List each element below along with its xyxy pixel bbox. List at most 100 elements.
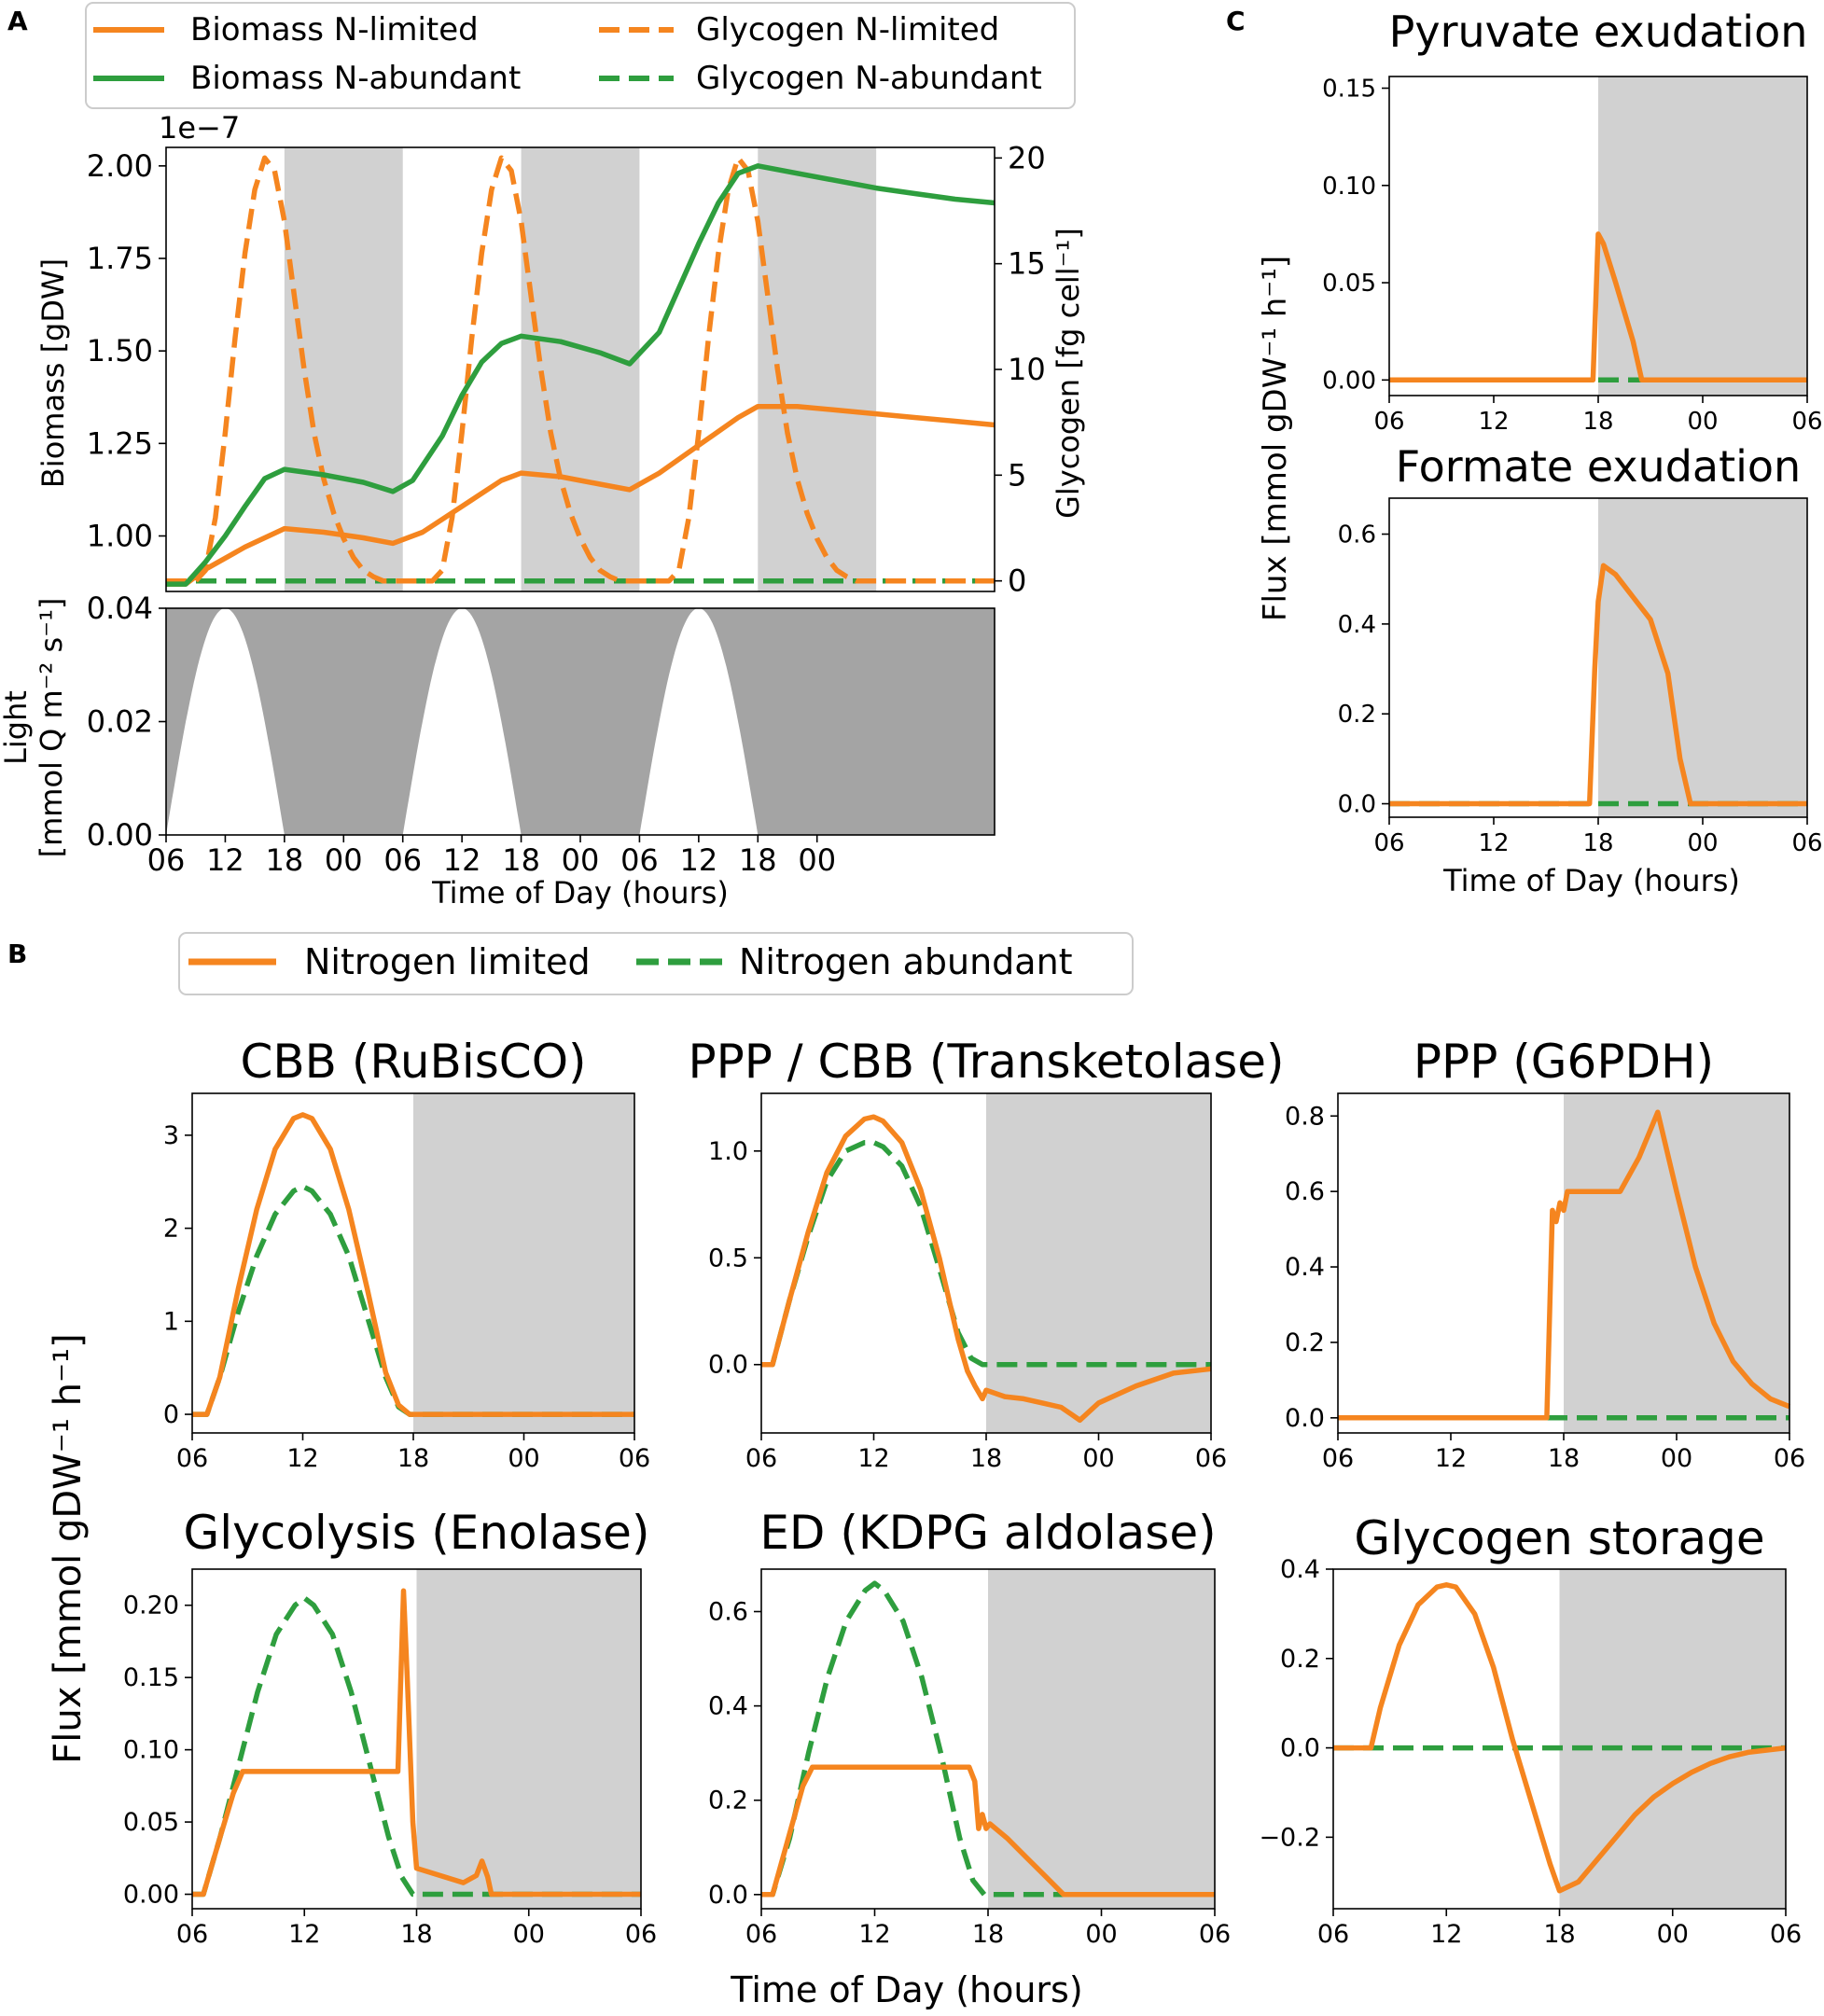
chart-pyruvate-exudation: 0.00 0.05 0.10 0.15 06 12 18 00 06 Pyruvate exuda… [1322,7,1822,436]
light-xtick-label: 12 [443,842,481,878]
light-xtick-label: 18 [265,842,303,878]
b_kdpg-ytick-label: 0.2 [708,1787,748,1815]
b_enolase-xtick-label: 18 [400,1920,432,1949]
legend-label-nitrogen-limited: Nitrogen limited [304,941,591,982]
light-xtick-label: 00 [798,842,836,878]
c_pyruvate-ytick-label: 0.15 [1322,76,1376,104]
panel-a-ytick-right-label: 15 [1008,246,1046,282]
b_enolase-series-nitrogen-limited [192,1588,641,1898]
b_enolase-ytick-label: 0.20 [123,1592,179,1620]
b_g6pdh-title: PPP (G6PDH) [1413,1035,1714,1089]
b_glycogen-ytick-label: 0.0 [1280,1734,1320,1763]
panel-a-light-chart: 0.00 0.02 0.04 06 12 18 00 06 12 18 00 06 12 18 00 [87,591,996,878]
b_glycogen-ytick-label: −0.2 [1259,1823,1320,1852]
chart-glycogen-storage: −0.2 0.0 0.2 0.4 06 12 18 00 06 Glycogen storage [1259,1511,1802,1949]
b_glycogen-title: Glycogen storage [1354,1511,1764,1565]
c_pyruvate-series-nitrogen-limited [1389,231,1807,383]
c_formate-xtick-label: 00 [1687,829,1718,857]
c_pyruvate-xtick-label: 18 [1582,408,1613,436]
panel-a-ylabel-right: Glycogen [fg cell⁻¹] [1051,228,1086,519]
c_formate-xtick-label: 06 [1791,829,1822,857]
b_g6pdh-series-nitrogen-limited [1338,1109,1791,1421]
legend-label-glycogen-limited: Glycogen N-limited [696,11,999,49]
b_enolase-xtick-label: 00 [513,1920,545,1949]
b_cbb-series-nitrogen-limited [192,1112,634,1417]
b_tkt-xtick-label: 12 [857,1444,889,1473]
c_formate-dark-period [1598,498,1807,817]
panel-a-ylabel-left: Biomass [gDW] [35,258,71,488]
b_cbb-ytick-label: 2 [163,1215,179,1244]
legend-label-nitrogen-abundant: Nitrogen abundant [739,941,1073,982]
light-xtick-label: 06 [147,842,186,878]
b_kdpg-ytick-label: 0.0 [708,1881,748,1910]
light-xtick-label: 18 [739,842,777,878]
b_g6pdh-ytick-label: 0.2 [1285,1328,1325,1357]
legend-label-glycogen-abundant: Glycogen N-abundant [696,60,1042,97]
light-xtick-label: 06 [620,842,659,878]
panel-a-ytick-label: 1.25 [87,425,153,461]
c_pyruvate-title: Pyruvate exudation [1389,7,1808,57]
panel-a-ytick-right-label: 0 [1008,563,1026,599]
panel-c-xlabel: Time of Day (hours) [1442,863,1740,898]
b_glycogen-ytick-label: 0.4 [1280,1555,1320,1584]
b_tkt-series-nitrogen-limited [761,1114,1212,1424]
panel-label-a: A [7,6,28,36]
panel-c-shared-ylabel: Flux [mmol gDW⁻¹ h⁻¹] [1257,256,1294,621]
panel-a-series-glycogen-n-limited [166,155,995,584]
b_enolase-title: Glycolysis (Enolase) [184,1506,650,1560]
b_kdpg-xtick-label: 06 [1199,1920,1231,1949]
c_formate-xtick-label: 18 [1582,829,1613,857]
c_formate-ytick-label: 0.0 [1338,791,1376,819]
b_g6pdh-xtick-label: 06 [1774,1444,1805,1473]
c_formate-series-nitrogen-limited [1389,563,1807,807]
b_kdpg-xtick-label: 00 [1085,1920,1117,1949]
chart-g6pdh: 0.0 0.2 0.4 0.6 0.8 06 12 18 00 06 PPP (G6PDH) [1285,1035,1805,1473]
light-day-curve [639,608,759,835]
b_cbb-xtick-label: 18 [397,1444,429,1473]
b_kdpg-xtick-label: 06 [745,1920,777,1949]
panel-a-exponent: 1e−7 [159,110,240,146]
light-xtick-label: 00 [562,842,600,878]
c_formate-ytick-label: 0.6 [1338,521,1376,549]
panel-a-ytick-label: 1.50 [87,333,153,368]
b_glycogen-ytick-label: 0.2 [1280,1645,1320,1674]
b_cbb-ytick-label: 3 [163,1121,179,1150]
light-xtick-label: 06 [383,842,422,878]
b_cbb-xtick-label: 06 [176,1444,208,1473]
panel-a-xlabel: Time of Day (hours) [431,875,729,911]
c_formate-ytick-label: 0.2 [1338,701,1376,729]
light-xtick-label: 12 [679,842,717,878]
b_enolase-ytick-label: 0.00 [123,1881,179,1910]
c_pyruvate-ytick-label: 0.05 [1322,270,1376,298]
b_enolase-dark-period [416,1569,641,1909]
b_glycogen-xtick-label: 18 [1543,1920,1575,1949]
b_glycogen-xtick-label: 06 [1317,1920,1349,1949]
b_g6pdh-ytick-label: 0.0 [1285,1404,1325,1433]
panel-a-ytick-label: 1.00 [87,519,153,554]
c_formate-ytick-label: 0.4 [1338,611,1376,639]
b_tkt-ytick-label: 0.5 [708,1244,748,1272]
b_tkt-ytick-label: 1.0 [708,1137,748,1166]
b_glycogen-dark-period [1559,1569,1786,1909]
c_pyruvate-ytick-label: 0.00 [1322,367,1376,395]
c_formate-xtick-label: 12 [1478,829,1509,857]
b_g6pdh-xtick-label: 18 [1548,1444,1580,1473]
b_g6pdh-dark-period [1564,1093,1789,1433]
b_g6pdh-ytick-label: 0.4 [1285,1253,1325,1282]
b_g6pdh-ytick-label: 0.8 [1285,1102,1325,1131]
panel-a-series-biomass-n-limited [166,403,996,587]
b_g6pdh-ytick-label: 0.6 [1285,1177,1325,1206]
panel-a-ytick-right-label: 20 [1008,140,1046,175]
c_pyruvate-xtick-label: 00 [1687,408,1718,436]
b_glycogen-xtick-label: 06 [1770,1920,1802,1949]
b_tkt-dark-period [986,1093,1211,1433]
light-xtick-label: 18 [502,842,540,878]
c_pyruvate-ytick-label: 0.10 [1322,173,1376,201]
chart-formate-exudation: 0.0 0.2 0.4 0.6 06 12 18 00 06 Formate exudation [1338,441,1823,857]
panel-b-shared-ylabel: Flux [mmol gDW⁻¹ h⁻¹] [47,1333,90,1763]
b_tkt-ytick-label: 0.0 [708,1351,748,1380]
b_glycogen-series-nitrogen-limited [1333,1582,1787,1894]
light-day-curve [166,608,285,835]
c_pyruvate-xtick-label: 06 [1791,408,1822,436]
